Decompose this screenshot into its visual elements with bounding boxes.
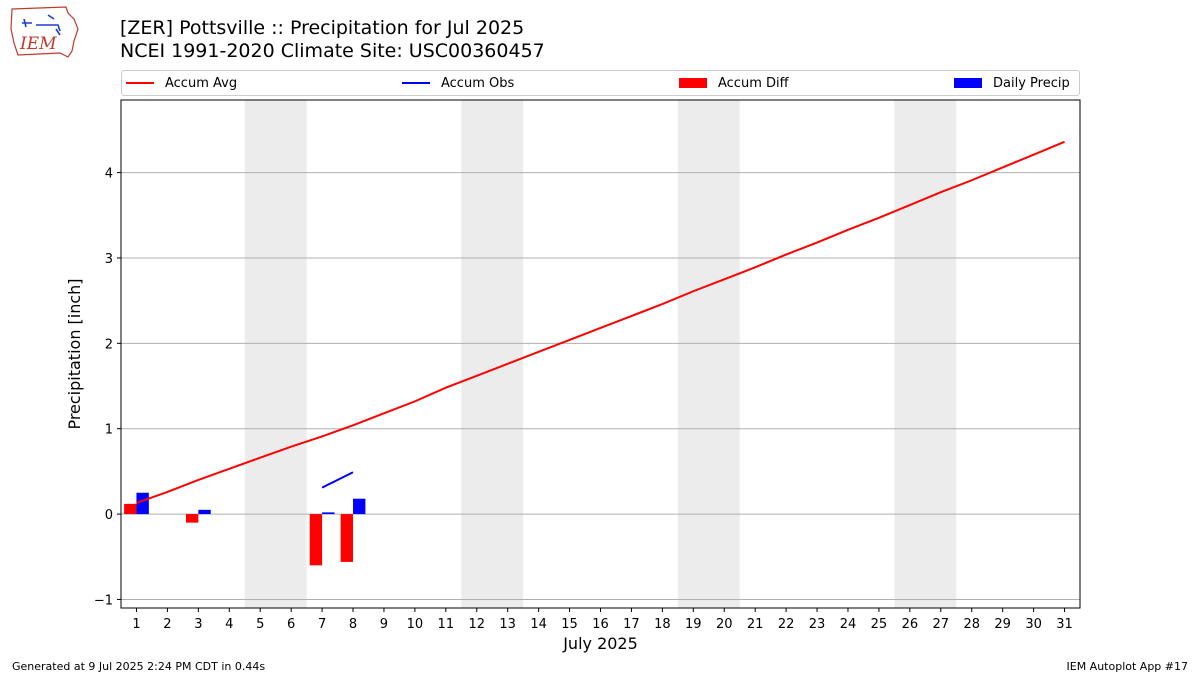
logo-text: IEM <box>19 34 57 54</box>
x-tick-label-12: 12 <box>468 617 485 632</box>
x-tick-label-6: 6 <box>287 617 295 632</box>
series-line-accum-avg <box>136 140 1065 504</box>
x-tick-label-18: 18 <box>654 617 671 632</box>
weekend-shade-4 <box>894 100 957 608</box>
x-tick-label-14: 14 <box>530 617 547 632</box>
legend-label-accum-avg: Accum Avg <box>165 75 238 91</box>
x-tick-label-11: 11 <box>438 617 455 632</box>
bar-daily-precip-day-3 <box>198 509 211 515</box>
x-tick-label-24: 24 <box>840 617 857 632</box>
x-tick-label-3: 3 <box>194 617 202 632</box>
y-tick-label-3: 2 <box>105 337 113 352</box>
x-tick-label-17: 17 <box>623 617 640 632</box>
x-tick-label-8: 8 <box>349 617 357 632</box>
footer-app-id: IEM Autoplot App #17 <box>1066 660 1189 673</box>
iowa-outline-icon <box>10 6 79 58</box>
x-tick-label-13: 13 <box>499 617 516 632</box>
weather-symbol-icon <box>22 14 61 36</box>
x-tick-label-23: 23 <box>809 617 826 632</box>
weekend-shade-1 <box>244 100 307 608</box>
y-tick-label-4: 3 <box>105 252 113 267</box>
x-tick-label-25: 25 <box>871 617 888 632</box>
y-tick-label-2: 1 <box>105 423 113 438</box>
y-tick-label-5: 4 <box>105 167 113 182</box>
legend-swatch-accum-avg <box>126 82 154 84</box>
y-axis-label: Precipitation [inch] <box>65 278 84 429</box>
weekend-shade-3 <box>677 100 740 608</box>
legend-item-daily-precip: Daily Precip <box>954 71 1070 95</box>
x-tick-label-10: 10 <box>407 617 424 632</box>
x-tick-label-4: 4 <box>225 617 233 632</box>
bar-accum-diff-day-7 <box>309 514 323 566</box>
x-tick-label-27: 27 <box>933 617 950 632</box>
legend-item-accum-avg: Accum Avg <box>126 71 237 95</box>
bar-daily-precip-day-7 <box>322 512 335 515</box>
x-tick-label-16: 16 <box>592 617 609 632</box>
bar-daily-precip-day-1 <box>136 492 149 515</box>
legend-swatch-accum-diff <box>679 78 707 88</box>
bar-accum-diff-day-1 <box>124 503 137 515</box>
weekend-shade-2 <box>461 100 524 608</box>
legend-label-daily-precip: Daily Precip <box>993 75 1070 91</box>
series-line-accum-obs <box>321 471 354 489</box>
x-tick-label-22: 22 <box>778 617 795 632</box>
iem-logo: IEM <box>10 6 79 58</box>
legend-item-accum-obs: Accum Obs <box>402 71 514 95</box>
legend-item-accum-diff: Accum Diff <box>679 71 789 95</box>
legend-label-accum-obs: Accum Obs <box>441 75 515 91</box>
x-tick-label-19: 19 <box>685 617 702 632</box>
y-tick-label-0: −1 <box>94 593 113 608</box>
x-axis-label: July 2025 <box>562 634 638 653</box>
x-tick-label-2: 2 <box>163 617 171 632</box>
x-tick-label-28: 28 <box>963 617 980 632</box>
chart-subtitle: NCEI 1991-2020 Climate Site: USC00360457 <box>120 40 545 62</box>
x-tick-label-29: 29 <box>994 617 1011 632</box>
bar-accum-diff-day-8 <box>340 514 354 562</box>
x-tick-label-1: 1 <box>132 617 140 632</box>
bar-accum-diff-day-3 <box>185 514 199 523</box>
y-tick-label-1: 0 <box>105 508 113 523</box>
x-tick-label-31: 31 <box>1056 617 1073 632</box>
x-tick-label-9: 9 <box>380 617 388 632</box>
x-tick-label-26: 26 <box>902 617 919 632</box>
x-tick-label-21: 21 <box>747 617 764 632</box>
footer-generated: Generated at 9 Jul 2025 2:24 PM CDT in 0… <box>12 660 266 673</box>
x-tick-label-20: 20 <box>716 617 733 632</box>
bar-daily-precip-day-8 <box>353 498 366 515</box>
legend-label-accum-diff: Accum Diff <box>718 75 789 91</box>
legend-swatch-daily-precip <box>954 78 982 88</box>
x-tick-label-15: 15 <box>561 617 578 632</box>
legend-swatch-accum-obs <box>402 82 430 84</box>
chart-legend: Accum Avg Accum Obs Accum Diff Daily Pre… <box>121 70 1080 96</box>
x-tick-label-7: 7 <box>318 617 326 632</box>
x-tick-label-5: 5 <box>256 617 264 632</box>
chart-title: [ZER] Pottsville :: Precipitation for Ju… <box>120 17 525 39</box>
x-tick-label-30: 30 <box>1025 617 1042 632</box>
